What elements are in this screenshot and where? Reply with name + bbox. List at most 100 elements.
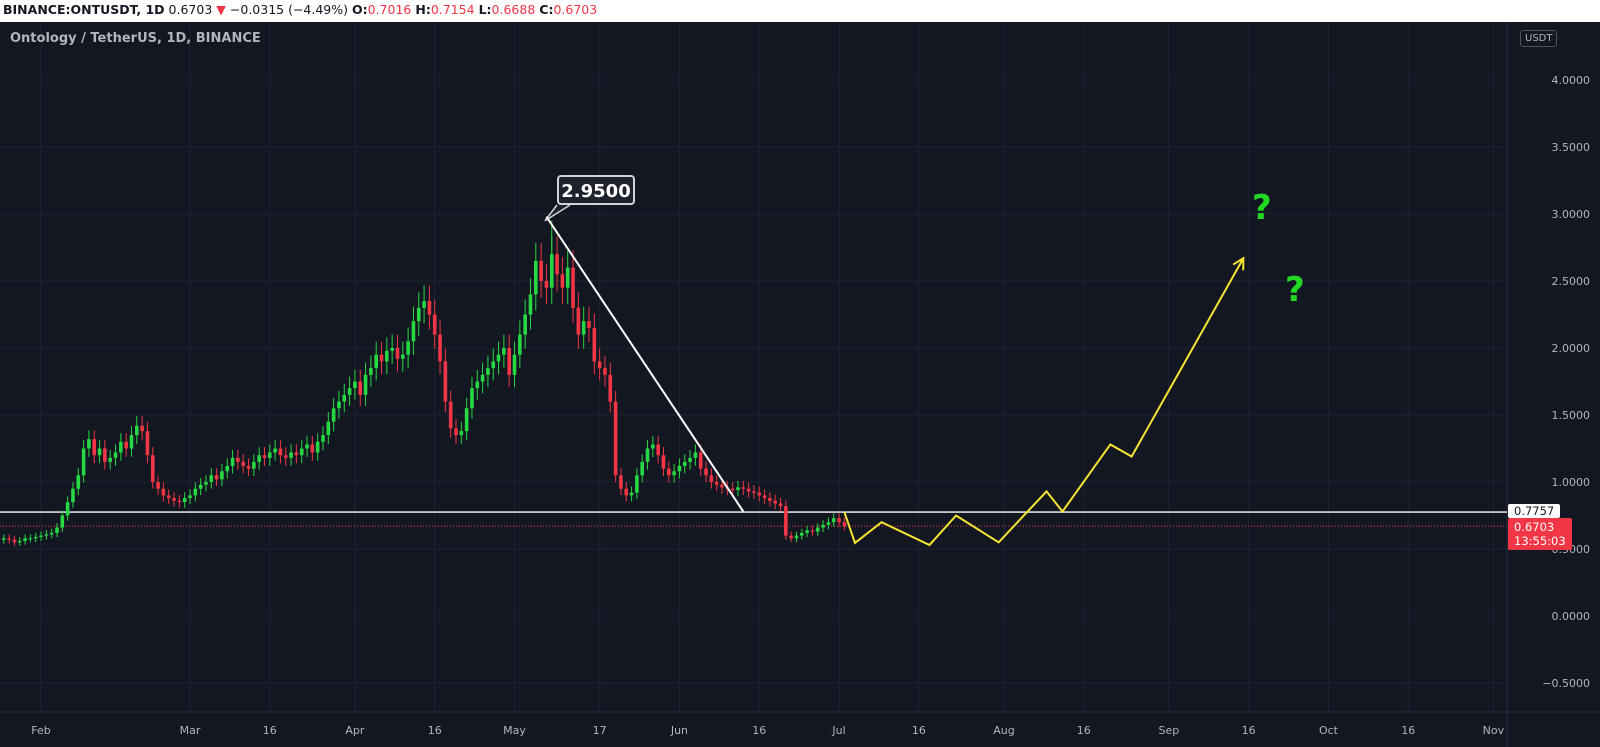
candle-body: [7, 538, 11, 540]
chart-title: Ontology / TetherUS, 1D, BINANCE: [10, 31, 261, 46]
price-axis-label: 4.0000: [1552, 74, 1591, 87]
candle-body: [230, 457, 235, 466]
candle-body: [645, 448, 650, 462]
time-axis-label: 16: [1242, 724, 1256, 737]
trendline: [545, 216, 745, 513]
candle-body: [406, 341, 410, 355]
candle-body: [326, 421, 331, 436]
time-axis-label: 16: [1401, 724, 1415, 737]
candle-body: [374, 354, 378, 369]
symbol-name: BINANCE:ONTUSDT, 1D: [3, 2, 165, 17]
high-value: 0.7154: [430, 2, 475, 17]
candle-body: [714, 482, 719, 485]
candle-body: [821, 524, 825, 528]
candle-body: [470, 388, 474, 409]
candle-body: [581, 321, 586, 335]
candle-body: [28, 538, 33, 540]
candle-body: [720, 484, 724, 488]
candle-body: [784, 506, 788, 536]
candle-body: [800, 532, 804, 536]
candle-body: [353, 381, 357, 389]
candle-body: [236, 457, 240, 462]
time-axis-label: Jul: [831, 724, 845, 737]
currency-button[interactable]: USDT: [1520, 30, 1558, 47]
low-label: L:: [478, 2, 492, 17]
candle-body: [294, 452, 299, 456]
candle-body: [438, 334, 442, 362]
question-mark: ?: [1285, 270, 1305, 310]
question-mark: ?: [1252, 188, 1272, 228]
candle-body: [103, 448, 107, 462]
time-axis-label: Nov: [1483, 724, 1505, 737]
time-axis-label: Aug: [993, 724, 1014, 737]
low-value: 0.6688: [491, 2, 536, 17]
candle-body: [831, 518, 836, 523]
projection-path: [843, 257, 1245, 547]
candle-body: [459, 431, 464, 436]
candle-body: [432, 314, 437, 335]
down-arrow-icon: ▼: [216, 2, 226, 17]
candle-body: [592, 327, 597, 362]
candle-body: [71, 488, 75, 503]
candle-body: [619, 475, 623, 489]
candle-body: [39, 535, 43, 537]
time-axis-label: 16: [912, 724, 926, 737]
level-price-tag: 0.7757: [1508, 504, 1561, 518]
candle-body: [698, 452, 703, 469]
candle-body: [752, 491, 756, 493]
peak-label-pointer: [544, 204, 571, 222]
candle-body: [587, 321, 591, 328]
time-axis-label: Jun: [670, 724, 688, 737]
candle-body: [778, 503, 783, 507]
open-value: 0.7016: [367, 2, 412, 17]
candle-body: [33, 536, 38, 539]
candle-body: [815, 527, 820, 532]
candle-body: [108, 457, 112, 462]
candle-body: [337, 401, 341, 409]
candle-body: [805, 530, 809, 533]
candle-body: [762, 495, 767, 499]
candle-body: [198, 484, 203, 489]
candle-body: [842, 522, 847, 527]
candle-body: [214, 475, 219, 480]
candle-body: [97, 448, 102, 456]
candle-body: [60, 515, 65, 528]
time-axis-label: 17: [593, 724, 607, 737]
candle-body: [241, 461, 245, 466]
price-chart[interactable]: 4.0000 3.5000 3.0000 2.5000 2.0000 1.5000 1.00…: [0, 22, 1600, 747]
candle-body: [299, 448, 304, 456]
time-axis-label: Sep: [1159, 724, 1180, 737]
price-change: −0.0315 (−4.49%): [229, 2, 349, 17]
time-axis-label: Mar: [180, 724, 201, 737]
candle-body: [129, 435, 134, 449]
candle-body: [555, 254, 559, 275]
candle-body: [113, 452, 118, 458]
chart-pane[interactable]: 4.0000 3.5000 3.0000 2.5000 2.0000 1.5000 1.00…: [0, 22, 1600, 747]
candle-body: [395, 348, 400, 359]
candle-body: [12, 539, 17, 543]
candle-body: [315, 441, 320, 453]
candle-body: [76, 475, 81, 489]
candle-body: [565, 267, 570, 288]
candle-body: [342, 394, 347, 402]
candle-body: [667, 468, 671, 476]
time-axis-label: 16: [1077, 724, 1091, 737]
candle-body: [704, 468, 708, 476]
candle-body: [124, 441, 128, 449]
candle-body: [119, 441, 123, 453]
candle-body: [443, 361, 448, 402]
candle-body: [310, 444, 315, 453]
candle-body: [512, 354, 517, 375]
candle-body: [682, 461, 687, 466]
candle-body: [188, 495, 192, 499]
candle-body: [135, 425, 139, 436]
candle-body: [560, 274, 565, 288]
peak-price-label[interactable]: 2.9500: [557, 175, 635, 205]
candle-body: [688, 457, 692, 462]
time-axis-label: 16: [752, 724, 766, 737]
close-label: C:: [539, 2, 554, 17]
price-axis-label: 2.0000: [1552, 342, 1591, 355]
candle-body: [624, 488, 629, 496]
candle-body: [385, 350, 389, 362]
last-price: 0.6703: [168, 2, 213, 17]
